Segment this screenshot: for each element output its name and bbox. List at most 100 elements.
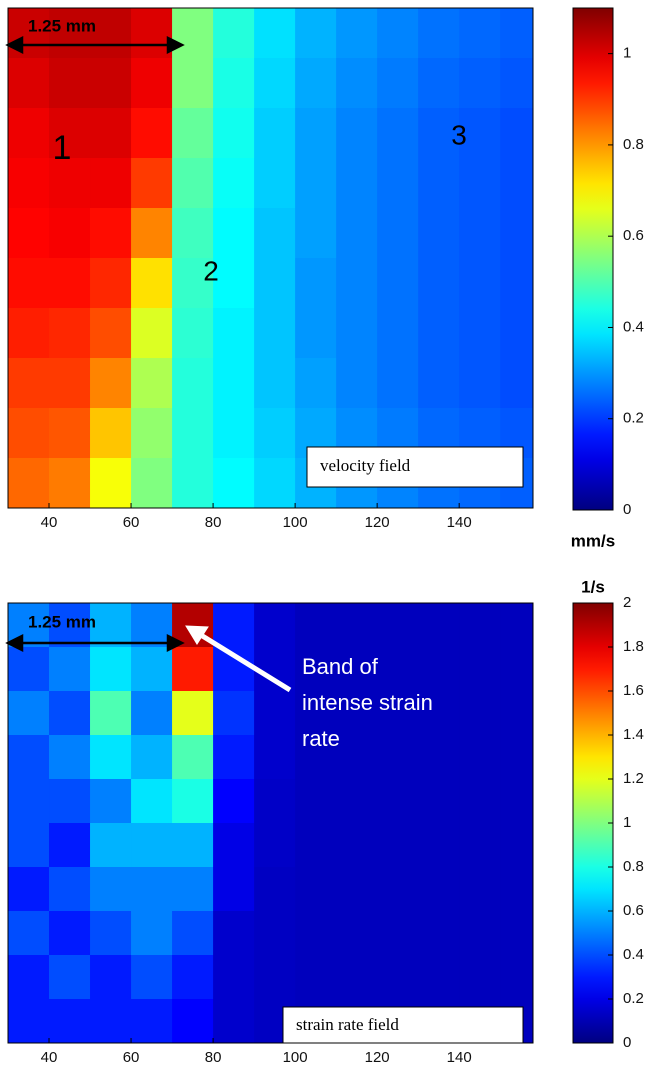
heatmap-cell [254,308,296,359]
heatmap-cell [90,8,132,59]
heatmap-cell [500,955,534,1000]
heatmap-cell [213,867,255,912]
colorbar-tick-label: 0.4 [623,946,644,963]
heatmap-cell [49,358,91,409]
heatmap-cell [500,208,534,259]
heatmap-cell [459,8,501,59]
heatmap-cell [213,691,255,736]
heatmap-cell [131,358,173,409]
heatmap-cell [8,735,50,780]
heatmap-cell [377,647,419,692]
heatmap-cell [8,911,50,956]
heatmap-cell [8,999,50,1044]
heatmap-cell [500,911,534,956]
heatmap-cell [131,603,173,648]
heatmap-cell [459,911,501,956]
heatmap-cell [295,779,337,824]
heatmap-cell [500,691,534,736]
heatmap-cell [254,691,296,736]
heatmap-cell [49,308,91,359]
heatmap-cell [336,955,378,1000]
x-tick-label: 60 [123,514,140,531]
heatmap-cell [49,108,91,159]
heatmap-cell [418,955,460,1000]
heatmap-cell [131,823,173,868]
colorbar-label: mm/s [571,531,615,550]
heatmap-cell [295,735,337,780]
heatmap-cell [131,867,173,912]
heatmap-cell [49,999,91,1044]
field-label: strain rate field [296,1015,399,1034]
heatmap-cell [254,735,296,780]
heatmap-cell [213,258,255,309]
heatmap-cell [90,358,132,409]
heatmap-cell [377,308,419,359]
heatmap-cell [254,955,296,1000]
heatmap-cell [131,258,173,309]
heatmap-cell [131,647,173,692]
heatmap-cell [213,208,255,259]
region-label: 1 [53,129,72,167]
heatmap-cell [377,735,419,780]
heatmap-cell [8,955,50,1000]
heatmap-cell [90,647,132,692]
heatmap-cell [49,208,91,259]
heatmap-cell [418,867,460,912]
heatmap-cell [131,158,173,209]
heatmap-cell [213,108,255,159]
heatmap-cell [377,911,419,956]
heatmap-cell [377,108,419,159]
heatmap-cell [459,358,501,409]
heatmap-cell [254,358,296,409]
heatmap-cell [295,955,337,1000]
x-tick-label: 100 [283,514,308,531]
heatmap-cell [8,779,50,824]
colorbar-tick-label: 1 [623,45,631,62]
heatmap-cell [131,408,173,459]
heatmap-cell [213,308,255,359]
heatmap-cell [336,823,378,868]
colorbar-tick-label: 1 [623,814,631,831]
heatmap-cell [254,458,296,509]
heatmap-cell [90,58,132,109]
heatmap-cell [172,999,214,1044]
heatmap-cell [213,8,255,59]
x-tick-label: 40 [41,1049,58,1066]
heatmap-cell [295,158,337,209]
heatmap-cell [172,58,214,109]
heatmap-cell [172,358,214,409]
heatmap-cell [295,108,337,159]
heatmap-cell [131,58,173,109]
heatmap-cell [254,823,296,868]
heatmap-cell [295,8,337,59]
heatmap-cell [418,823,460,868]
heatmap-cell [254,779,296,824]
heatmap-cell [500,867,534,912]
heatmap-cell [336,158,378,209]
heatmap-cell [172,8,214,59]
field-label: velocity field [320,456,411,475]
heatmap-cell [377,58,419,109]
heatmap-cell [459,647,501,692]
heatmap-cell [459,779,501,824]
heatmap-cell [172,779,214,824]
heatmap-cell [336,779,378,824]
heatmap-cell [131,735,173,780]
colorbar [572,602,614,1044]
heatmap-cell [377,867,419,912]
heatmap-cell [459,735,501,780]
annotation: rate [302,726,340,751]
heatmap-cell [49,955,91,1000]
heatmap-cell [254,867,296,912]
heatmap-cell [8,691,50,736]
heatmap-cell [49,158,91,209]
heatmap-cell [172,955,214,1000]
heatmap-cell [213,823,255,868]
heatmap-cell [418,58,460,109]
heatmap-cell [172,691,214,736]
heatmap-cell [418,735,460,780]
heatmap-cell [377,823,419,868]
heatmap-cell [459,58,501,109]
heatmap-cell [295,308,337,359]
